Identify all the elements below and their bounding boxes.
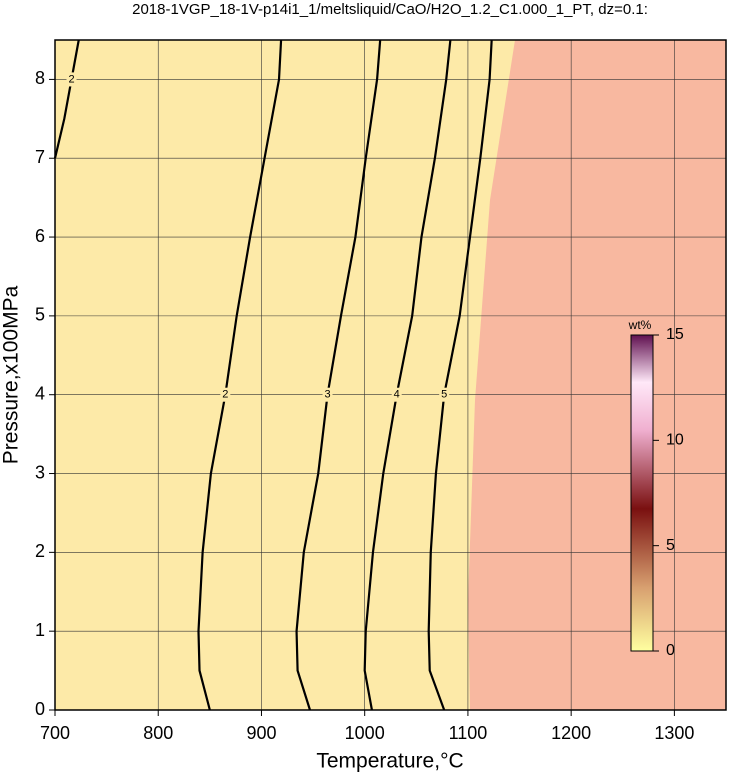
contour-label: 2 [222,389,228,401]
y-tick-label: 0 [35,699,45,719]
contour-label-bg [439,387,450,402]
contour-label-bg [220,387,231,402]
plot-frame [54,39,727,711]
colorbar-tick-label: 15 [666,326,684,343]
contour-label-bg [391,387,402,402]
x-tick-label: 800 [143,723,173,743]
y-tick-label: 3 [35,462,45,482]
x-tick-label: 1200 [551,723,591,743]
x-tick-label: 1000 [345,723,385,743]
x-tick-label: 1100 [449,723,488,743]
y-tick-label: 4 [35,383,45,403]
high-region [468,40,726,710]
y-tick-label: 5 [35,305,45,325]
contour-label: 3 [324,389,330,401]
y-tick-label: 1 [35,620,45,640]
colorbar-tick-label: 5 [666,537,675,554]
chart-title: 2018-1VGP_18-1V-p14i1_1/meltsliquid/CaO/… [132,1,648,18]
contour-label: 2 [68,73,74,85]
contour-label: 5 [441,389,447,401]
x-axis-label: Temperature,°C [316,750,463,773]
colorbar-tick-label: 10 [666,432,684,449]
y-axis-label: Pressure,x100MPa [0,285,23,464]
x-tick-label: 1300 [654,723,694,743]
contour-line [53,39,80,159]
y-tick-label: 7 [35,147,45,167]
x-tick-label: 900 [246,723,276,743]
contour-label-bg [322,387,333,402]
y-tick-label: 2 [35,541,45,561]
colorbar [630,334,654,652]
colorbar-label: wt% [628,318,652,332]
contour-label-bg [66,72,77,87]
contour-label: 4 [394,389,400,401]
colorbar-tick-label: 0 [666,642,675,659]
x-tick-label: 700 [40,723,70,743]
y-tick-label: 6 [35,226,45,246]
y-tick-label: 8 [35,68,45,88]
